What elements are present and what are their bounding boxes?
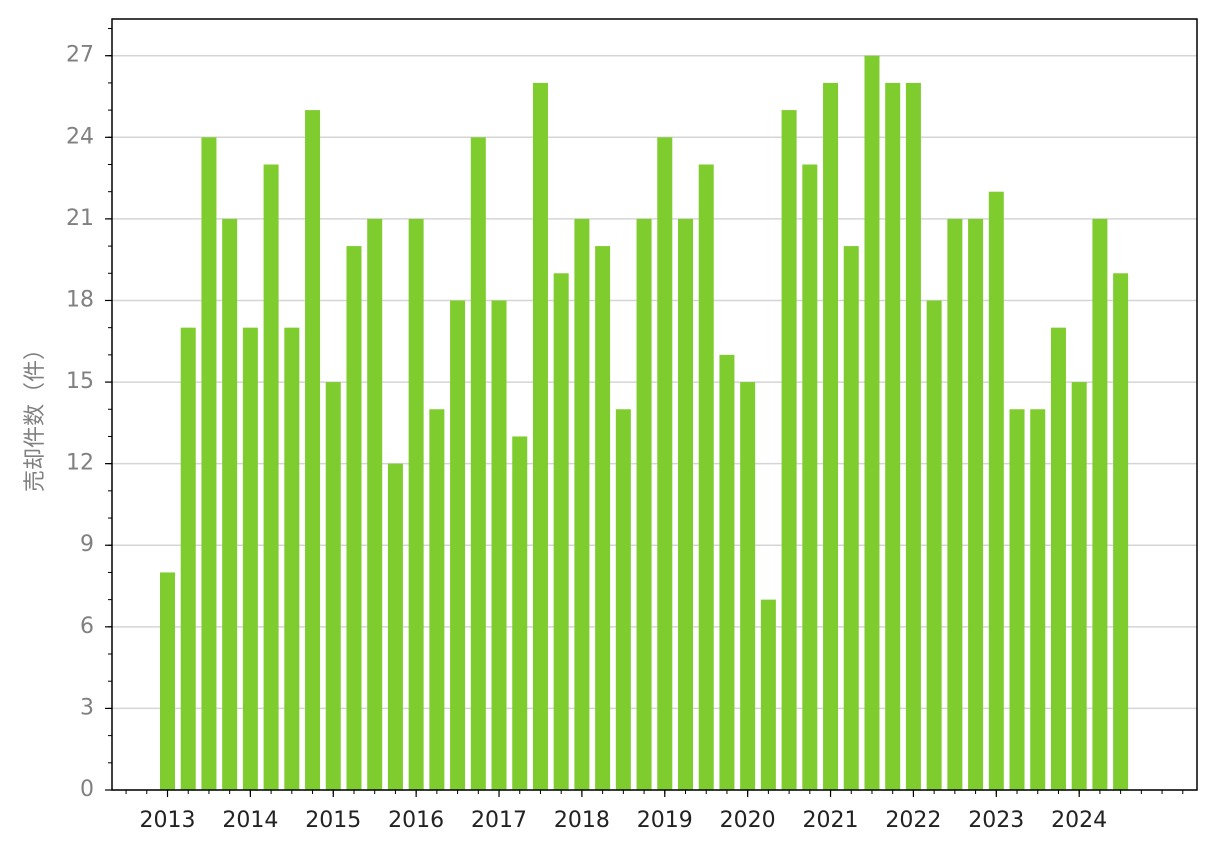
x-tick-label: 2021 [803, 808, 859, 833]
y-tick-label: 0 [80, 777, 94, 802]
bar [201, 137, 217, 791]
bar [947, 218, 963, 790]
bar [1113, 273, 1129, 791]
x-tick-label: 2018 [554, 808, 610, 833]
bar [574, 218, 590, 790]
bar [988, 191, 1004, 790]
x-tick-label: 2020 [720, 808, 776, 833]
bar [325, 382, 341, 790]
y-tick-label: 18 [66, 287, 94, 312]
bar [284, 327, 300, 790]
bar [802, 164, 818, 790]
x-tick-label: 2022 [885, 808, 941, 833]
bar [657, 137, 673, 791]
x-tick-label: 2017 [471, 808, 527, 833]
bar [408, 218, 424, 790]
bar [387, 463, 403, 790]
bar [926, 300, 942, 790]
bar [843, 246, 859, 790]
bar [864, 55, 880, 790]
bar [823, 82, 839, 791]
bar [346, 246, 362, 790]
bar [553, 273, 569, 791]
bar [429, 409, 445, 790]
y-tick-label: 6 [80, 614, 94, 639]
y-tick-label: 9 [80, 532, 94, 557]
bar [1071, 382, 1087, 790]
bar [1030, 409, 1046, 790]
y-tick-label: 3 [80, 695, 94, 720]
x-tick-label: 2013 [140, 808, 196, 833]
bar [615, 409, 631, 790]
bar [450, 300, 466, 790]
bar [263, 164, 279, 790]
x-tick-label: 2015 [305, 808, 361, 833]
bar [242, 327, 258, 790]
bar [760, 599, 776, 790]
bar [222, 218, 238, 790]
bar [905, 82, 921, 791]
x-tick-label: 2023 [968, 808, 1024, 833]
bar [491, 300, 507, 790]
bar [305, 110, 321, 790]
y-tick-label: 24 [66, 124, 94, 149]
bar [512, 436, 528, 790]
bar [781, 110, 797, 790]
bar [1050, 327, 1066, 790]
plot-frame [111, 18, 1198, 791]
x-tick-label: 2014 [222, 808, 278, 833]
bar [367, 218, 383, 790]
bar [636, 218, 652, 790]
y-axis-label: 売却件数（件） [23, 338, 48, 492]
bar [740, 382, 756, 790]
bar [180, 327, 196, 790]
x-tick-label: 2016 [388, 808, 444, 833]
bar [160, 572, 175, 790]
bar [719, 354, 735, 790]
bar [595, 246, 611, 790]
x-tick-label: 2019 [637, 808, 693, 833]
bar [885, 82, 901, 791]
y-tick-label: 15 [66, 369, 94, 394]
bar [678, 218, 693, 790]
bar [698, 164, 714, 790]
y-tick-label: 12 [66, 451, 94, 476]
y-tick-label: 27 [66, 43, 94, 68]
x-tick-label: 2024 [1051, 808, 1107, 833]
bar [968, 218, 984, 790]
bar [470, 137, 486, 791]
bar [1009, 409, 1025, 790]
bar [1092, 218, 1108, 790]
y-tick-label: 21 [66, 206, 94, 231]
bar [532, 82, 548, 791]
